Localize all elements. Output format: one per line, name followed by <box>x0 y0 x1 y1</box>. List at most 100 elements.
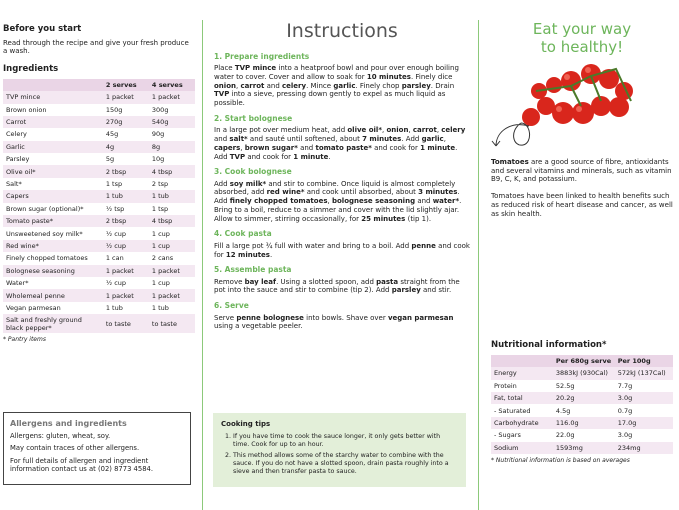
table-cell: 116.0g <box>552 416 615 430</box>
table-cell: 22.0g <box>555 431 575 440</box>
table-cell: 4.5g <box>555 406 571 415</box>
allergens-line: May contain traces of other allergens. <box>10 444 140 453</box>
table-cell: Carrot <box>3 115 103 129</box>
instruction-step: 3. Cook bolognese Add soy milk* and stir … <box>214 167 470 223</box>
table-cell: Tomato paste* <box>3 215 103 228</box>
table-cell: 4 tbsp <box>148 165 195 178</box>
table-cell: Carbohydrate <box>491 416 553 430</box>
table-cell: to taste <box>102 314 149 334</box>
table-cell: Celery <box>6 130 27 139</box>
table-cell: Olive oil* <box>3 165 103 178</box>
table-cell: 1 packet <box>102 289 149 302</box>
table-cell: 90g <box>151 130 165 139</box>
table-row: TVP mince 1 packet 1 packet <box>3 91 195 104</box>
table-cell: 540g <box>148 115 195 129</box>
table-row: - Saturated 4.5g 0.7g <box>491 404 673 416</box>
table-cell: 1 can <box>105 254 124 263</box>
right-column: Eat your way to healthy! Tomatoes are a … <box>478 20 679 510</box>
table-cell: Vegan parmesan <box>6 303 61 312</box>
table-row: Salt* 1 tsp 2 tsp <box>3 178 195 190</box>
table-cell: 1 tub <box>148 190 195 203</box>
table-cell: 234mg <box>614 441 673 454</box>
step-title: 5. Assemble pasta <box>214 265 292 275</box>
table-cell: Parsley <box>6 155 30 164</box>
instructions-title: Instructions <box>286 20 398 42</box>
tomatoes-image <box>491 64 633 147</box>
allergens-line: Allergens: gluten, wheat, soy. <box>10 432 111 440</box>
table-row: Finely chopped tomatoes 1 can 2 cans <box>3 252 195 264</box>
table-cell: 2 tsp <box>151 180 169 188</box>
allergens-title: Allergens and ingredients <box>10 419 127 428</box>
table-cell: 2 serves <box>102 78 149 92</box>
table-cell: 8g <box>148 140 195 154</box>
before-title: Before you start <box>3 24 82 34</box>
headline-line: to healthy! <box>540 38 624 56</box>
table-cell: 1 tsp <box>105 180 123 188</box>
table-row: Unsweetened soy milk* ½ cup 1 cup <box>3 227 195 239</box>
table-cell: 1 tsp <box>151 204 169 213</box>
table-cell: - Saturated <box>494 406 531 415</box>
table-cell: Salt and freshly ground black pepper* <box>3 314 103 334</box>
table-row: Garlic 4g 8g <box>3 140 195 154</box>
table-cell: Energy <box>491 367 553 380</box>
allergens-line: For full details of allergen and ingredi… <box>10 456 154 474</box>
instruction-step: 4. Cook pasta Fill a large pot ¾ full wit… <box>214 229 470 259</box>
tip-item: If you have time to cook the sauce longe… <box>233 433 458 449</box>
instruction-step: 1. Prepare ingredients Place TVP mince in… <box>214 52 470 108</box>
table-row: Water* ½ cup 1 cup <box>3 277 195 289</box>
table-row: Red wine* ½ cup 1 cup <box>3 239 195 253</box>
table-cell: to taste <box>148 314 195 334</box>
step-text: Remove bay leaf. Using a slotted spoon, … <box>214 277 460 295</box>
table-cell: 1593mg <box>552 441 615 454</box>
table-row: Olive oil* 2 tbsp 4 tbsp <box>3 165 195 178</box>
table-row: Brown sugar (optional)* ½ tsp 1 tsp <box>3 203 195 215</box>
table-cell: 2 tbsp <box>102 215 149 228</box>
ingredients-table: 2 serves 4 serves TVP mince 1 packet 1 packe… <box>3 78 195 334</box>
table-cell: 3.0g <box>614 392 673 405</box>
left-column: Before you start Read through the recipe… <box>3 24 195 344</box>
step-title: 4. Cook pasta <box>214 229 272 239</box>
table-cell: 3883kJ (930Cal) <box>552 367 615 380</box>
table-cell: 1 cup <box>148 239 195 253</box>
table-cell: Protein <box>494 381 517 390</box>
step-text: In a large pot over medium heat, add oli… <box>214 126 466 161</box>
cooking-tips-box: Cooking tips If you have time to cook th… <box>213 413 466 488</box>
allergens-box: Allergens and ingredients Allergens: glu… <box>3 412 191 485</box>
table-cell: 4 tbsp <box>148 215 195 228</box>
table-cell: Bolognese seasoning <box>3 264 103 277</box>
table-cell: 1 cup <box>151 279 170 288</box>
step-title: 6. Serve <box>214 301 249 311</box>
table-cell: Red wine* <box>3 239 103 253</box>
table-cell: Unsweetened soy milk* <box>6 229 83 238</box>
step-text: Serve penne bolognese into bowls. Shave … <box>214 313 454 331</box>
table-cell: Per 100g <box>614 354 673 368</box>
table-cell: TVP mince <box>3 91 103 104</box>
table-cell: ½ cup <box>105 279 127 288</box>
tomato-fact-2: Tomatoes have been linked to health bene… <box>491 192 673 218</box>
table-cell: 1 tub <box>105 303 123 312</box>
table-cell: 45g <box>105 130 119 139</box>
table-row: Brown onion 150g 300g <box>3 104 195 116</box>
nutrition-table: Per 680g serve Per 100g Energy 3883kJ (930C… <box>491 354 673 454</box>
step-title: 1. Prepare ingredients <box>214 51 310 61</box>
headline-line: Eat your way <box>532 20 632 38</box>
tip-item: This method allows some of the starchy w… <box>233 452 458 476</box>
table-row: Protein 52.5g 7.7g <box>491 380 673 392</box>
table-cell: Sodium <box>491 441 553 454</box>
table-row: Vegan parmesan 1 tub 1 tub <box>3 302 195 314</box>
table-cell: 1 packet <box>102 264 149 277</box>
step-title: 3. Cook bolognese <box>214 167 292 177</box>
table-row: Fat, total 20.2g 3.0g <box>491 392 673 405</box>
table-header-row: 2 serves 4 serves <box>3 78 195 92</box>
step-text: Place TVP mince into a heatproof bowl an… <box>214 64 459 108</box>
table-row: Parsley 5g 10g <box>3 153 195 165</box>
table-cell: - Sugars <box>494 431 521 440</box>
table-cell: Capers <box>3 190 103 203</box>
table-cell <box>491 354 553 368</box>
table-cell: 1 packet <box>148 264 195 277</box>
tips-title: Cooking tips <box>221 420 271 428</box>
table-cell: 10g <box>151 155 165 164</box>
table-row: Salt and freshly ground black pepper* to … <box>3 314 195 334</box>
table-cell: 2 cans <box>151 254 174 263</box>
instruction-step: 6. Serve Serve penne bolognese into bowls… <box>214 301 470 331</box>
